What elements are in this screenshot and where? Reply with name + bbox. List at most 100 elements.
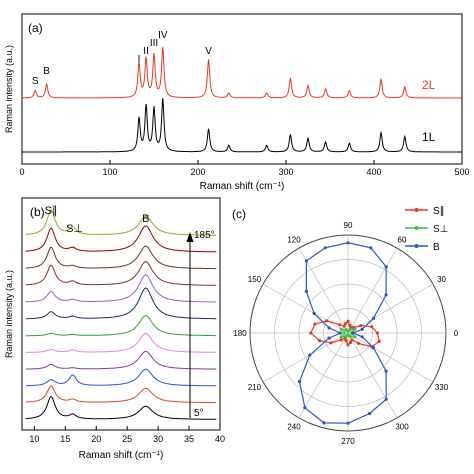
polar-point bbox=[339, 335, 343, 339]
polar-point bbox=[308, 353, 312, 357]
polar-point bbox=[384, 397, 388, 401]
polar-angle-label: 240 bbox=[287, 423, 301, 432]
b-xtick-label: 25 bbox=[122, 434, 132, 444]
panel-a-label: (a) bbox=[28, 21, 43, 35]
polar-point bbox=[346, 319, 350, 323]
polar-point bbox=[346, 421, 350, 425]
b-series-line bbox=[25, 314, 217, 337]
legend-label: S⊥ bbox=[433, 224, 448, 235]
polar-point bbox=[377, 339, 381, 343]
legend-marker bbox=[414, 244, 419, 248]
series-line-1L bbox=[22, 98, 462, 153]
a-xtick-label: 200 bbox=[190, 167, 205, 177]
polar-angle-label: 330 bbox=[435, 383, 449, 392]
polar-point bbox=[312, 311, 316, 315]
panel-c-series bbox=[297, 241, 388, 425]
polar-point bbox=[348, 334, 352, 338]
panel-b-xlabel: Raman shift (cm⁻¹) bbox=[79, 450, 164, 461]
b-xtick-label: 35 bbox=[184, 434, 194, 444]
polar-point bbox=[339, 338, 343, 342]
polar-angle-label: 210 bbox=[248, 383, 262, 392]
polar-point bbox=[346, 241, 350, 245]
a-peak-label: III bbox=[150, 38, 158, 49]
a-xtick-label: 400 bbox=[366, 167, 381, 177]
polar-point bbox=[359, 324, 363, 328]
a-xtick-label: 300 bbox=[278, 167, 293, 177]
legend-label: S∥ bbox=[433, 206, 445, 217]
b-xtick-label: 10 bbox=[29, 434, 39, 444]
polar-point bbox=[327, 326, 331, 330]
polar-point bbox=[313, 322, 317, 326]
b-series-line bbox=[25, 350, 217, 370]
series-label-2L: 2L bbox=[422, 78, 436, 92]
polar-point bbox=[338, 331, 342, 335]
polar-point bbox=[384, 265, 388, 269]
b-series-line bbox=[25, 274, 217, 303]
b-xtick-label: 20 bbox=[91, 434, 101, 444]
a-peak-label: V bbox=[205, 46, 212, 57]
polar-spoke bbox=[347, 247, 398, 334]
b-series-line bbox=[25, 261, 217, 286]
b-peak-label: S∥ bbox=[45, 205, 58, 217]
polar-point bbox=[297, 379, 302, 384]
angle-label-bottom: 5° bbox=[194, 408, 204, 419]
panel-a-xaxis: 0 100 200 300 400 500 bbox=[19, 160, 470, 177]
polar-point bbox=[346, 343, 350, 347]
polar-point bbox=[304, 259, 308, 263]
panel-b-series bbox=[25, 209, 217, 420]
b-series-line bbox=[25, 396, 217, 420]
angle-label-top: 185° bbox=[194, 230, 215, 241]
polar-point bbox=[342, 331, 346, 335]
polar-angle-label: 30 bbox=[437, 275, 446, 284]
polar-point bbox=[368, 411, 372, 416]
polar-point bbox=[348, 323, 352, 327]
b-xtick-label: 15 bbox=[60, 434, 70, 444]
polar-point bbox=[350, 338, 354, 342]
polar-point bbox=[327, 336, 331, 340]
polar-point bbox=[322, 421, 326, 425]
b-xtick-label: 40 bbox=[215, 434, 225, 444]
polar-point bbox=[339, 327, 343, 331]
polar-point bbox=[318, 339, 322, 343]
polar-angle-label: 180 bbox=[233, 329, 247, 338]
polar-point bbox=[344, 339, 348, 343]
polar-angle-label: 270 bbox=[341, 437, 355, 446]
panel-c: (c) 0 30 60 90 120 150 180 210 240 270 300 330 S∥ S⊥… bbox=[232, 206, 459, 446]
panel-b-frame bbox=[21, 197, 221, 431]
polar-spoke bbox=[347, 283, 434, 334]
b-series-line bbox=[25, 368, 217, 387]
panel-b-peak-labels: S∥ S⊥ B bbox=[45, 205, 150, 235]
polar-angle-label: 90 bbox=[344, 221, 353, 230]
polar-angle-label: 0 bbox=[454, 329, 459, 338]
polar-point bbox=[370, 325, 374, 329]
b-peak-label: S⊥ bbox=[66, 223, 83, 235]
polar-point bbox=[375, 331, 379, 335]
b-xtick-label: 30 bbox=[153, 434, 163, 444]
polar-point bbox=[304, 289, 308, 293]
panel-a-series bbox=[22, 46, 462, 153]
a-peak-label: I bbox=[138, 54, 141, 65]
polar-spoke bbox=[298, 332, 349, 419]
a-xtick-label: 0 bbox=[19, 167, 24, 177]
polar-angle-label: 120 bbox=[287, 235, 301, 244]
polar-point bbox=[353, 335, 357, 339]
polar-angle-label: 150 bbox=[248, 275, 262, 284]
polar-point bbox=[371, 346, 376, 350]
polar-point bbox=[384, 293, 388, 297]
legend-label: B bbox=[433, 242, 440, 253]
panel-a-xlabel: Raman shift (cm⁻¹) bbox=[200, 181, 285, 192]
polar-point bbox=[353, 327, 357, 331]
polar-spoke bbox=[347, 332, 434, 383]
b-series-line bbox=[25, 225, 217, 253]
angle-arrow-head bbox=[186, 232, 194, 242]
a-peak-label: II bbox=[143, 46, 149, 57]
legend-marker bbox=[414, 208, 419, 212]
polar-grid: 0 30 60 90 120 150 180 210 240 270 300 330 bbox=[233, 221, 458, 446]
b-series-line bbox=[25, 287, 217, 320]
polar-angle-label: 300 bbox=[395, 423, 409, 432]
panel-c-label: (c) bbox=[232, 207, 246, 221]
polar-spoke bbox=[262, 332, 349, 383]
b-series-line bbox=[25, 209, 217, 236]
polar-point bbox=[369, 246, 373, 250]
